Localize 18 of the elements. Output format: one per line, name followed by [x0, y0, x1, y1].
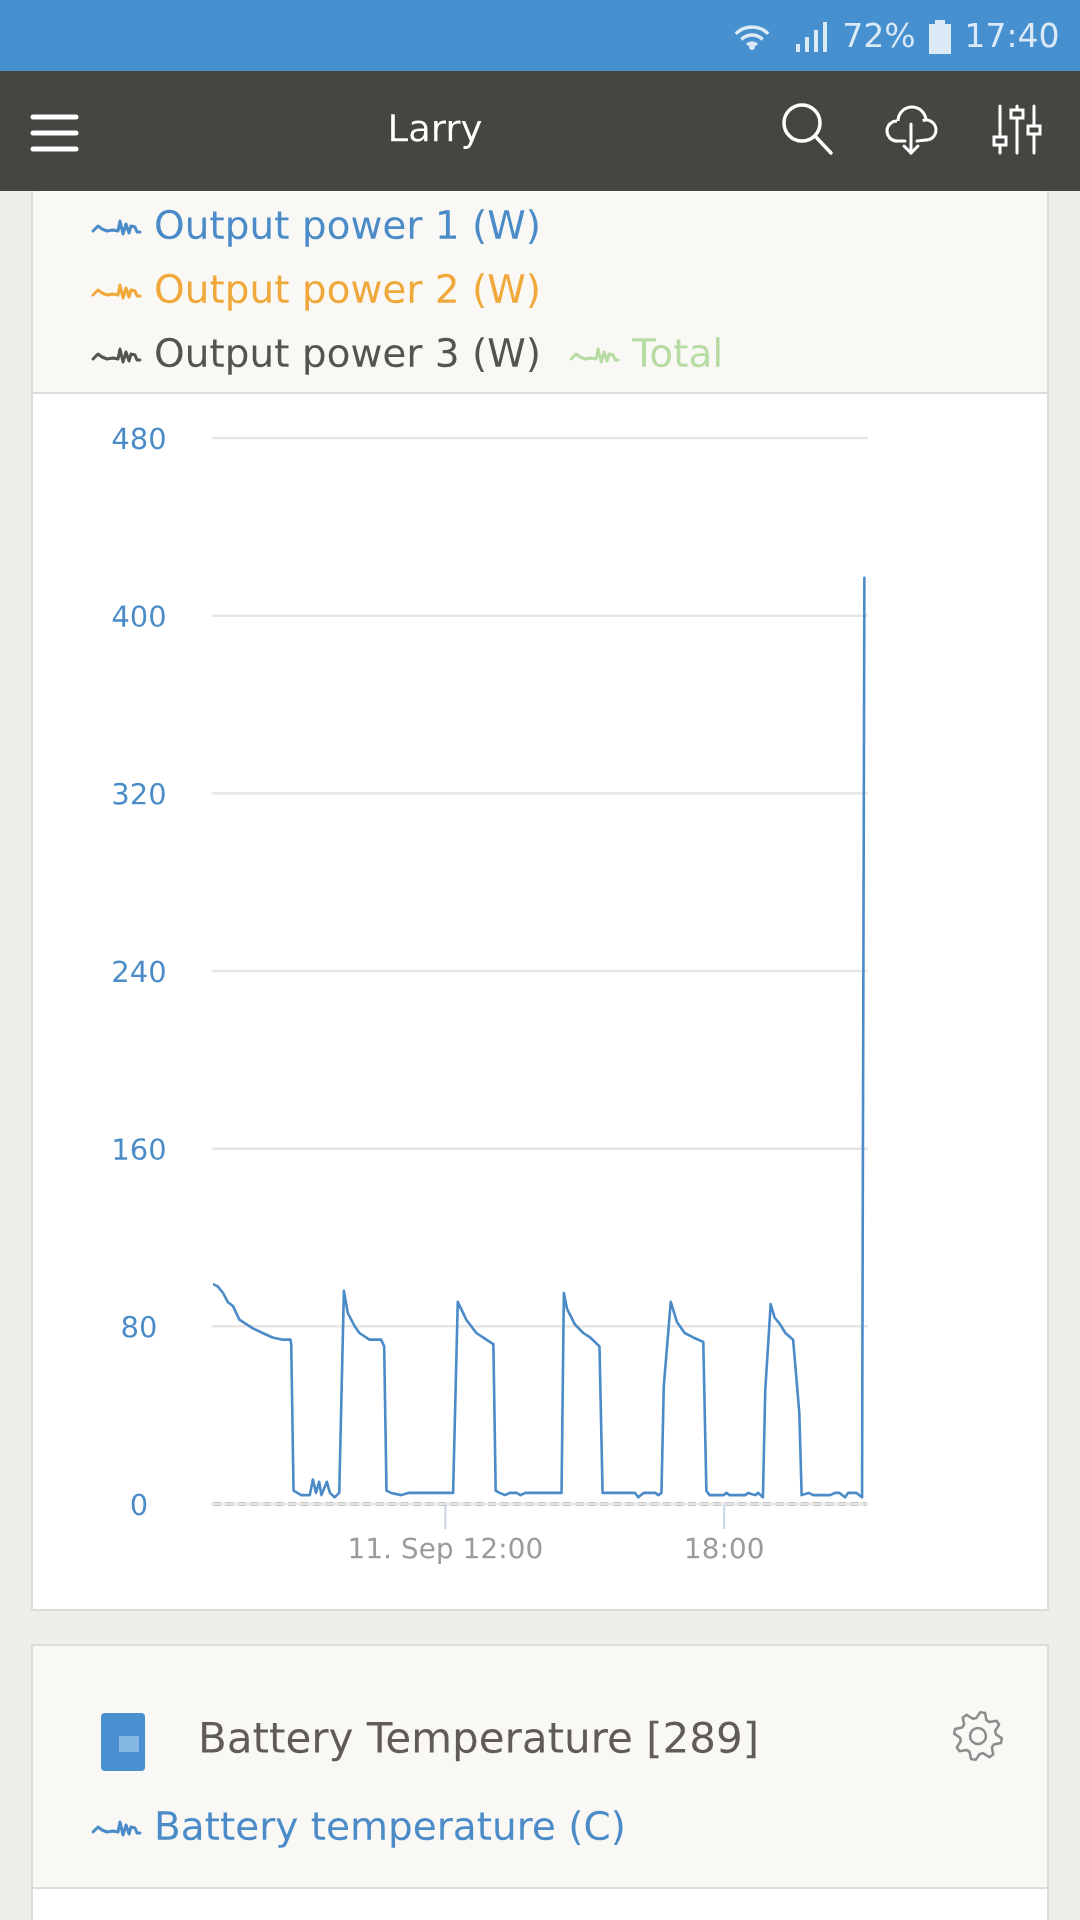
legend-label: Total: [632, 337, 720, 368]
y-tick-label: 400: [112, 605, 165, 628]
text: 72%: [845, 22, 914, 48]
legend-label: Output power 3 (W): [156, 337, 538, 375]
text: Battery temperature (C): [157, 1810, 623, 1848]
y-tick-label: 80: [122, 1315, 156, 1338]
text: 17:40: [968, 22, 1058, 48]
chart-title: Larry: [391, 114, 482, 149]
y-tick-label: 160: [114, 1138, 165, 1161]
y-tick-label: 480: [112, 427, 165, 450]
legend-label: Output power 1 (W): [156, 209, 538, 247]
x-tick-label: 11. Sep 12:00: [350, 1537, 542, 1565]
x-tick-label: 18:00: [686, 1537, 763, 1559]
y-tick-label: 0: [131, 1493, 147, 1516]
y-tick-label: 240: [113, 960, 165, 983]
y-tick-label: 320: [113, 782, 165, 805]
legend-label: Output power 2 (W): [156, 273, 538, 311]
text: Battery Temperature [289]: [202, 1720, 756, 1762]
